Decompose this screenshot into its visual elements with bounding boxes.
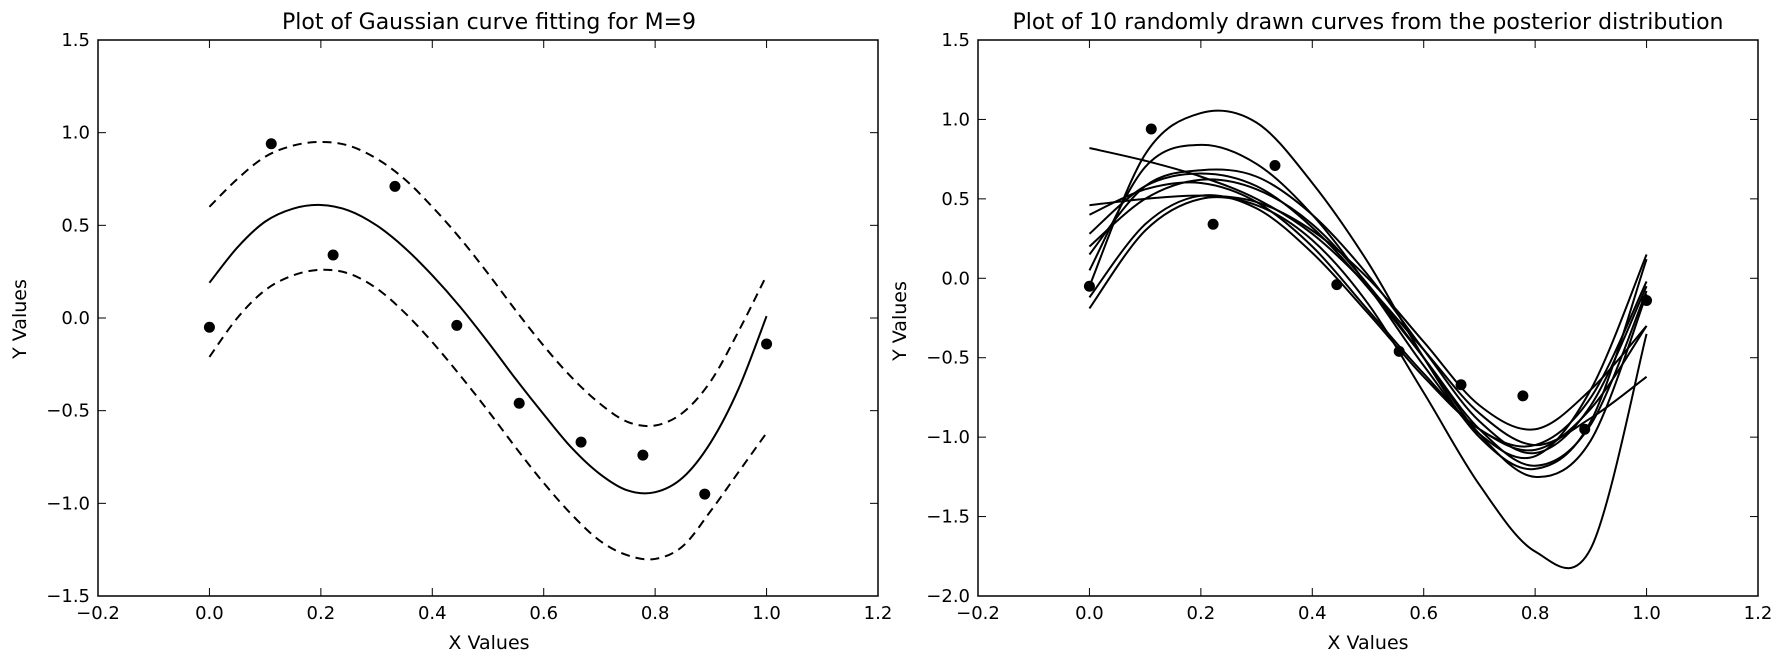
y-tick-label: 1.5 bbox=[941, 30, 970, 51]
y-axis-label: Y Values bbox=[9, 279, 31, 360]
data-point bbox=[575, 436, 587, 448]
y-axis-label: Y Values bbox=[889, 281, 911, 362]
y-tick-label: 1.0 bbox=[941, 109, 970, 130]
y-tick-label: −0.5 bbox=[926, 348, 970, 369]
data-point bbox=[265, 138, 277, 150]
plot-area: −0.2 0.0 0.2 0.4 0.6 0.8 1.0 1.2 −2.0 −1.5 −1.0 −0.… bbox=[926, 30, 1772, 624]
y-tick-label: 1.0 bbox=[61, 123, 90, 144]
x-tick-label: 1.2 bbox=[1744, 603, 1773, 624]
curve-6 bbox=[1088, 168, 1648, 455]
dashed-curve-2 bbox=[208, 268, 768, 561]
y-tick-label: −0.5 bbox=[46, 401, 90, 422]
x-tick-label: 1.0 bbox=[1632, 603, 1661, 624]
data-point bbox=[699, 488, 711, 500]
x-tick-label: 0.2 bbox=[307, 603, 336, 624]
curve-3 bbox=[1089, 181, 1648, 448]
y-tick-label: 0.0 bbox=[61, 308, 90, 329]
y-tick-label: −1.5 bbox=[46, 586, 90, 607]
x-tick-label: 1.2 bbox=[864, 603, 893, 624]
data-point bbox=[1641, 295, 1653, 307]
x-tick-label: 0.8 bbox=[1521, 603, 1550, 624]
x-tick-label: 0.2 bbox=[1187, 603, 1216, 624]
plot-frame bbox=[97, 39, 879, 597]
y-tick-label: 0.5 bbox=[941, 189, 970, 210]
data-point bbox=[1393, 345, 1405, 357]
x-axis-label: X Values bbox=[448, 632, 529, 654]
data-point bbox=[389, 180, 401, 192]
curve-9 bbox=[1088, 178, 1648, 478]
chart-title: Plot of 10 randomly drawn curves from th… bbox=[1013, 10, 1724, 35]
data-point bbox=[637, 449, 649, 461]
x-tick-label: 1.0 bbox=[752, 603, 781, 624]
data-point bbox=[1145, 123, 1157, 135]
x-tick-label: 0.0 bbox=[1075, 603, 1104, 624]
plot-frame bbox=[977, 39, 1759, 597]
curve-7 bbox=[1088, 194, 1648, 452]
chart-title: Plot of Gaussian curve fitting for M=9 bbox=[282, 10, 696, 35]
data-point bbox=[1331, 279, 1343, 291]
x-tick-label: 0.4 bbox=[418, 603, 447, 624]
data-point bbox=[203, 321, 215, 333]
plot-area: −0.2 0.0 0.2 0.4 0.6 0.8 1.0 1.2 −1.5 −1.0 −0.5 0.0… bbox=[46, 30, 892, 624]
x-axis-label: X Values bbox=[1327, 632, 1408, 654]
x-tick-label: 0.6 bbox=[1409, 603, 1438, 624]
data-point bbox=[761, 338, 773, 350]
y-tick-label: 0.0 bbox=[941, 268, 970, 289]
left-chart-panel: Plot of Gaussian curve fitting for M=9 X… bbox=[9, 10, 892, 654]
x-tick-label: 0.8 bbox=[641, 603, 670, 624]
data-point bbox=[327, 249, 339, 261]
data-point bbox=[1269, 159, 1281, 171]
data-point bbox=[451, 319, 463, 331]
y-tick-label: −2.0 bbox=[926, 586, 970, 607]
data-point bbox=[1455, 379, 1467, 391]
data-point bbox=[1083, 280, 1095, 292]
y-tick-label: −1.0 bbox=[46, 493, 90, 514]
curve-1 bbox=[1088, 143, 1648, 460]
y-tick-label: 0.5 bbox=[61, 215, 90, 236]
x-tick-label: 0.0 bbox=[195, 603, 224, 624]
data-point bbox=[1517, 390, 1529, 402]
curve-2 bbox=[1089, 147, 1648, 447]
x-tick-label: −0.2 bbox=[76, 603, 120, 624]
x-tick-label: 0.6 bbox=[529, 603, 558, 624]
curve-5 bbox=[1088, 172, 1648, 467]
dashed-curve-1 bbox=[208, 140, 768, 428]
x-tick-label: 0.4 bbox=[1298, 603, 1327, 624]
right-chart-panel: Plot of 10 randomly drawn curves from th… bbox=[889, 10, 1772, 654]
curve-0 bbox=[208, 203, 768, 495]
y-tick-label: −1.5 bbox=[926, 507, 970, 528]
y-tick-label: −1.0 bbox=[926, 427, 970, 448]
data-point bbox=[513, 397, 525, 409]
x-tick-label: −0.2 bbox=[956, 603, 1000, 624]
data-point bbox=[1207, 218, 1219, 230]
curve-8 bbox=[1088, 196, 1648, 570]
y-tick-label: 1.5 bbox=[61, 30, 90, 51]
data-point bbox=[1579, 423, 1591, 435]
